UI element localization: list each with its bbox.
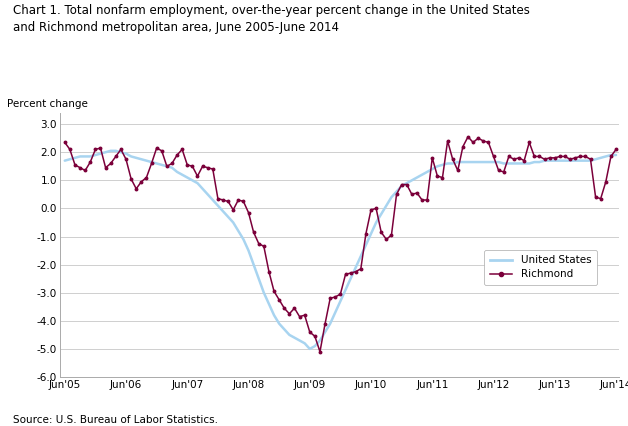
Text: Chart 1. Total nonfarm employment, over-the-year percent change in the United St: Chart 1. Total nonfarm employment, over-… bbox=[13, 4, 529, 34]
Legend: United States, Richmond: United States, Richmond bbox=[484, 250, 597, 285]
Text: Source: U.S. Bureau of Labor Statistics.: Source: U.S. Bureau of Labor Statistics. bbox=[13, 415, 217, 425]
Text: Percent change: Percent change bbox=[6, 99, 87, 109]
